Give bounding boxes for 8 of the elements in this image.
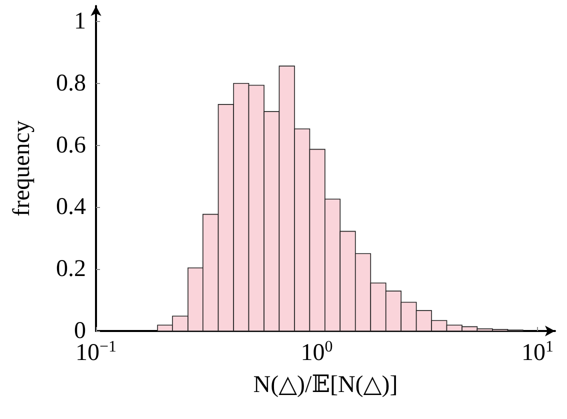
y-tick-label: 0.4 <box>56 194 86 220</box>
x-axis-title: N(△)/𝔼[N(△)] <box>253 372 398 398</box>
y-tick-label: 0.6 <box>56 132 86 158</box>
y-tick-label: 0.2 <box>56 256 86 282</box>
y-tick-label: 0 <box>74 318 86 344</box>
y-axis-title: frequency <box>9 120 35 216</box>
y-tick-label: 0.8 <box>56 70 86 96</box>
y-tick-label: 1 <box>74 8 86 34</box>
